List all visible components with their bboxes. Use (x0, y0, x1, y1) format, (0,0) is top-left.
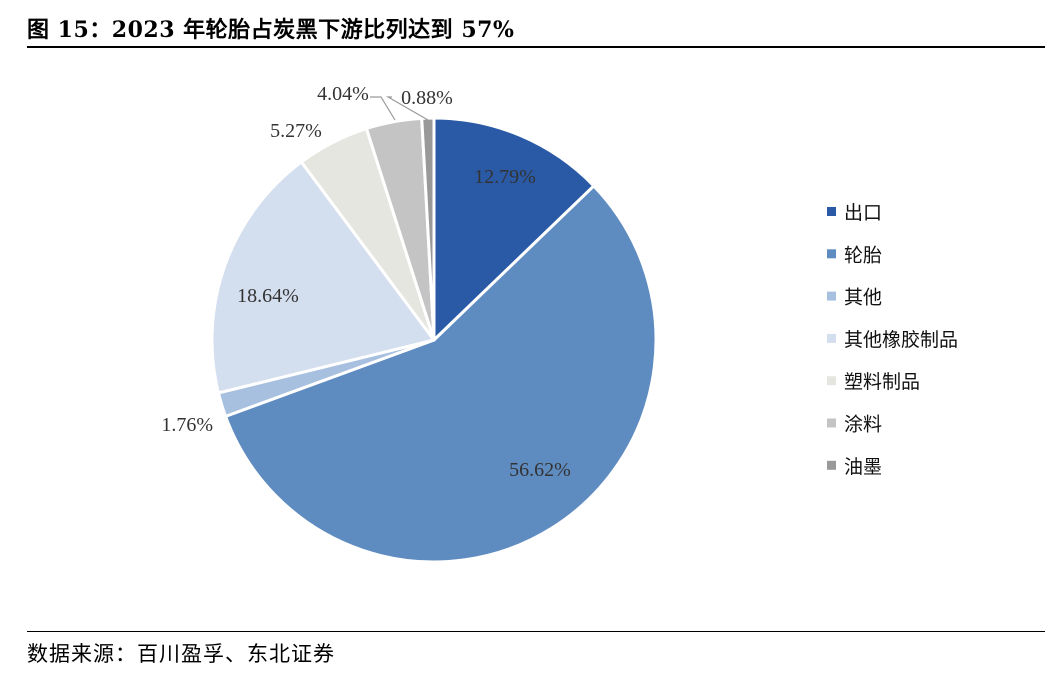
legend-label-6: 涂料 (844, 414, 882, 436)
pie-slice-4 (210, 160, 436, 395)
pie-slice-1 (432, 116, 596, 342)
pie-slice-7 (420, 116, 436, 342)
legend-label-4: 其他橡胶制品 (844, 329, 958, 351)
pie-slice-2 (224, 184, 658, 564)
data-label-7: 0.88% (401, 87, 453, 109)
data-label-4: 18.64% (237, 285, 299, 307)
data-label-5: 5.27% (270, 120, 322, 142)
legend-swatch-4 (827, 333, 836, 343)
data-label-2: 56.62% (509, 459, 571, 481)
legend-swatch-2 (827, 249, 836, 259)
legend-label-7: 油墨 (844, 456, 882, 478)
legend-label-2: 轮胎 (844, 244, 882, 266)
data-label-6: 4.04% (317, 83, 369, 105)
legend-swatch-3 (827, 291, 836, 301)
legend-swatch-1 (827, 207, 836, 216)
title-rule (27, 46, 1045, 48)
pie-slices (210, 116, 658, 564)
source-rule (27, 631, 1045, 632)
legend-swatch-7 (827, 460, 836, 470)
source-note: 数据来源：百川盈孚、东北证券 (27, 642, 335, 666)
data-label-1: 12.79% (474, 166, 536, 188)
data-labels: 12.79% 56.62% 1.76% 18.64% 5.27% 4.04% 0.88% (161, 83, 571, 481)
data-label-3: 1.76% (161, 414, 213, 436)
legend-label-1: 出口 (844, 202, 882, 224)
leader-lines (370, 96, 429, 121)
chart-title: 图 15：2023 年轮胎占炭黑下游比列达到 57% (27, 17, 515, 43)
legend-swatch-6 (827, 418, 836, 428)
leader-line-6 (370, 96, 396, 121)
legend-label-5: 塑料制品 (844, 371, 920, 393)
legend-label-3: 其他 (844, 287, 882, 309)
leader-line-7 (385, 96, 429, 121)
legend-swatch-5 (827, 376, 836, 386)
